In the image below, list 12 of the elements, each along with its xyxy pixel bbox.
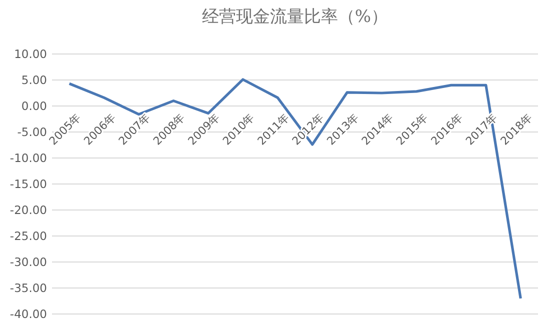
y-tick-label: 0.00 <box>21 99 47 114</box>
y-tick-label: -5.00 <box>17 125 47 140</box>
y-tick-label: -20.00 <box>10 203 47 218</box>
y-tick-label: -10.00 <box>10 151 47 166</box>
y-tick-label: -30.00 <box>10 255 47 270</box>
chart-title: 经营现金流量比率（%） <box>202 7 388 27</box>
y-tick-label: -40.00 <box>10 307 47 322</box>
y-tick-label: 10.00 <box>14 47 47 62</box>
y-tick-label: -35.00 <box>10 281 47 296</box>
y-tick-label: -25.00 <box>10 229 47 244</box>
y-tick-label: 5.00 <box>21 73 47 88</box>
y-tick-label: -15.00 <box>10 177 47 192</box>
